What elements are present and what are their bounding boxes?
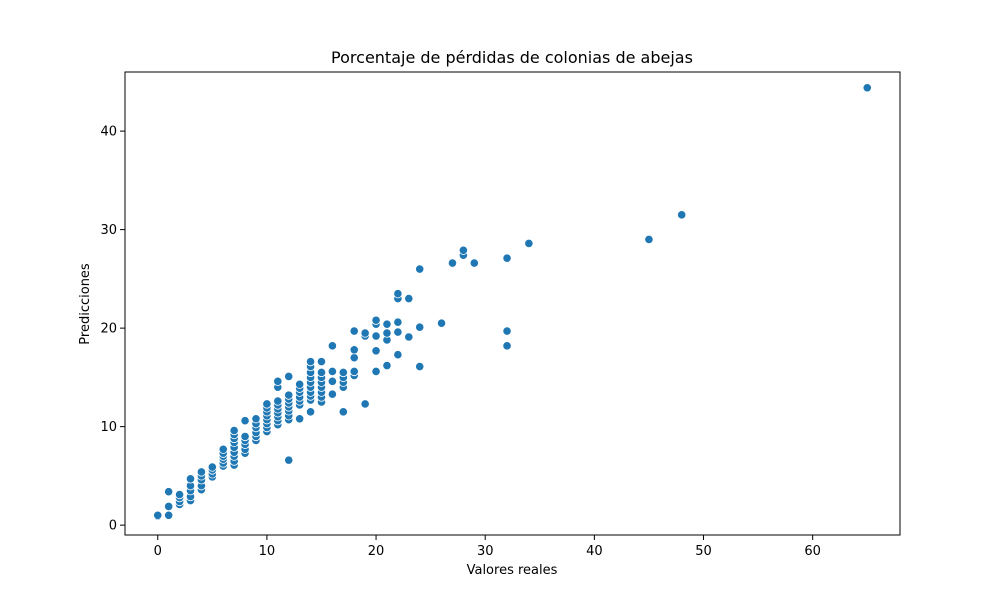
- y-axis-label: Predicciones: [78, 263, 93, 345]
- data-point-132: [404, 332, 414, 342]
- data-point-122: [371, 315, 381, 325]
- data-point-104: [327, 341, 337, 351]
- data-point-103: [327, 366, 337, 377]
- data-point-128: [393, 327, 403, 337]
- data-point-127: [393, 350, 403, 360]
- data-point-4: [164, 487, 174, 497]
- data-point-101: [327, 389, 337, 399]
- y-tick-label: 40: [100, 125, 117, 140]
- data-point-148: [862, 83, 872, 93]
- x-tick-label: 40: [586, 544, 603, 559]
- data-point-8: [174, 490, 185, 500]
- data-point-119: [371, 346, 381, 356]
- data-point-13: [185, 474, 196, 484]
- y-tick-label: 20: [100, 322, 117, 337]
- data-point-75: [284, 371, 294, 381]
- data-point-3: [164, 501, 174, 512]
- data-point-135: [415, 322, 425, 332]
- chart-title: Porcentaje de pérdidas de colonias de ab…: [331, 48, 693, 67]
- data-point-82: [295, 379, 305, 389]
- data-point-144: [502, 253, 512, 263]
- y-tick-label: 0: [109, 519, 117, 534]
- data-point-134: [415, 361, 425, 372]
- x-tick-label: 60: [804, 544, 821, 559]
- data-point-115: [360, 399, 370, 409]
- data-point-74: [284, 390, 294, 400]
- x-axis-label: Valores reales: [467, 563, 558, 578]
- data-point-126: [382, 319, 392, 329]
- data-point-141: [469, 258, 479, 268]
- data-point-118: [371, 366, 381, 377]
- y-tick-label: 30: [100, 223, 117, 238]
- x-tick-label: 0: [154, 544, 162, 559]
- data-point-120: [371, 331, 381, 341]
- data-point-129: [393, 317, 403, 327]
- data-point-18: [196, 467, 207, 477]
- data-point-142: [502, 341, 512, 351]
- data-point-114: [349, 326, 359, 336]
- plot-frame: [124, 71, 901, 536]
- x-tick-label: 20: [368, 544, 385, 559]
- data-point-136: [415, 264, 425, 274]
- data-point-83: [305, 407, 316, 417]
- data-point-2: [164, 510, 174, 520]
- data-point-42: [240, 431, 250, 442]
- data-point-131: [393, 289, 403, 299]
- data-point-92: [305, 357, 316, 367]
- data-point-140: [458, 245, 468, 255]
- data-point-102: [327, 376, 337, 386]
- data-point-133: [404, 293, 414, 304]
- points-layer: [153, 83, 872, 521]
- x-tick-label: 30: [477, 544, 494, 559]
- data-point-147: [677, 210, 687, 220]
- x-tick-label: 10: [259, 544, 276, 559]
- data-point-76: [295, 414, 305, 424]
- data-point-57: [262, 399, 272, 409]
- data-point-117: [360, 328, 370, 338]
- data-point-99: [316, 367, 327, 378]
- x-tick-label: 50: [695, 544, 712, 559]
- data-point-66: [273, 376, 283, 386]
- data-point-49: [251, 414, 261, 424]
- data-point-143: [502, 326, 512, 336]
- data-point-146: [644, 234, 654, 245]
- data-point-137: [436, 318, 447, 328]
- data-point-37: [229, 425, 239, 436]
- data-point-64: [273, 396, 283, 406]
- y-axis: 0 10 20 30 40: [100, 125, 125, 534]
- data-point-67: [284, 455, 294, 465]
- data-point-100: [316, 357, 327, 367]
- data-point-112: [349, 353, 359, 363]
- data-point-22: [207, 462, 217, 472]
- data-point-125: [382, 328, 392, 338]
- data-point-123: [382, 360, 392, 371]
- y-tick-label: 10: [100, 420, 117, 435]
- data-point-109: [338, 367, 348, 378]
- data-point-105: [338, 407, 348, 417]
- data-point-43: [240, 416, 250, 426]
- data-point-1: [153, 510, 163, 520]
- x-axis: 0 10 20 30 40 50 60: [154, 535, 821, 559]
- data-point-145: [524, 238, 534, 249]
- data-point-113: [349, 345, 359, 355]
- data-point-111: [349, 366, 359, 377]
- data-point-28: [218, 444, 228, 454]
- data-point-138: [447, 258, 458, 268]
